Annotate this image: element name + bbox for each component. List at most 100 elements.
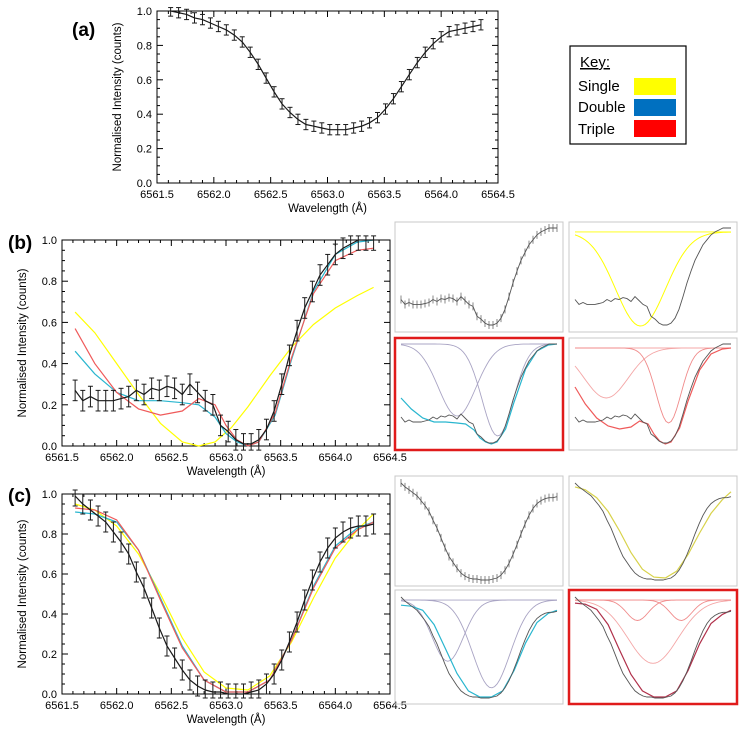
inset-frame-c-triple [567,588,739,706]
y-tick-label: 0.6 [137,75,152,87]
x-tick-label: 6564.5 [481,189,515,201]
inset-data-line [574,596,732,699]
series-line-double [74,239,374,447]
x-tick-label: 6563.5 [368,189,402,201]
y-tick-label: 0.0 [137,178,152,190]
y-tick-label: 0.2 [137,144,152,156]
inset-data-line [400,227,557,326]
x-tick-label: 6562.0 [197,189,231,201]
inset-data-line [400,482,558,581]
x-tick-label: 6563.0 [209,452,243,464]
legend-label-single: Single [578,78,620,95]
y-tick-label: 0.4 [42,609,57,621]
x-tick-label: 6562.5 [155,700,189,712]
chart-panel-a: 6561.5 6562.0 6562.5 6563.0 6563.5 6564.0 6564… [112,6,515,215]
inset-triple-component [575,599,731,621]
y-tick-label: 0.6 [42,317,57,329]
inset-frame-b-single [568,221,738,333]
inset-double-component [400,599,557,662]
inset-frame-b-double [393,336,565,452]
x-tick-label: 6563.0 [209,700,243,712]
y-tick-label: 0.2 [42,649,57,661]
y-tick-label: 0.8 [137,40,152,52]
x-tick-label: 6564.0 [319,700,353,712]
inset-frame-c-single [568,475,738,587]
series-line-triple [74,247,374,447]
x-tick-label: 6564.5 [373,700,407,712]
inset-frame-b-triple [568,337,738,451]
legend-title: Key: [580,54,610,71]
inset-triple-fit [574,347,732,445]
x-tick-label: 6561.5 [45,452,79,464]
y-tick-label: 1.0 [42,489,57,501]
x-tick-label: 6564.5 [373,452,407,464]
x-tick-label: 6563.0 [311,189,345,201]
inset-data-line [574,227,731,326]
x-tick-label: 6561.5 [140,189,174,201]
inset-data-line [574,343,731,444]
inset-triple-component [574,600,732,664]
panel-label-a: (a) [72,20,95,41]
series-line-single [74,286,374,447]
inset-triple-component [574,347,731,399]
inset-data-line [574,482,732,581]
legend-swatch-double [634,99,676,116]
y-tick-label: 0.6 [42,569,57,581]
y-tick-label: 0.8 [42,529,57,541]
inset-data-line [400,596,558,699]
plot-frame [61,239,391,447]
x-tick-label: 6562.0 [100,452,134,464]
inset-panels [393,221,739,706]
y-tick-label: 0.4 [137,109,152,121]
chart-panel-b: 6561.5 6562.0 6562.5 6563.0 6563.5 6564.0 6564… [17,235,407,478]
legend-swatch-triple [634,120,676,137]
legend-label-triple: Triple [578,121,615,138]
series-line-data [74,495,374,695]
x-tick-label: 6564.0 [319,452,353,464]
chart-panel-c: 6561.5 6562.0 6562.5 6563.0 6563.5 6564.0 6564… [17,489,407,726]
inset-double-component [401,599,558,689]
x-tick-label: 6562.0 [100,700,134,712]
series-line-data [74,239,374,445]
panel-label-b: (b) [8,233,32,254]
series-line-data [170,10,482,131]
inset-triple-component [575,599,731,621]
x-axis-label: Wavelength (Å) [187,465,266,478]
series-line-single [74,503,375,691]
inset-data-line [400,343,557,444]
panel-label-c: (c) [8,486,31,507]
x-tick-label: 6563.5 [264,700,298,712]
legend-key: Key: Single Double Triple [569,45,687,145]
inset-single-fit [574,486,732,579]
x-tick-label: 6561.5 [45,700,79,712]
x-tick-label: 6563.5 [264,452,298,464]
y-tick-label: 0.4 [42,359,57,371]
y-tick-label: 0.0 [42,689,57,701]
x-tick-label: 6562.5 [155,452,189,464]
y-axis-label: Normalised Intensity (counts) [17,519,29,668]
inset-frame-c-data [394,475,564,587]
inset-double-fit [400,343,558,445]
inset-single-fit [574,231,731,327]
y-axis-label: Normalised Intensity (counts) [17,268,29,417]
x-axis-label: Wavelength (Å) [288,202,367,215]
inset-triple-component [575,347,731,424]
series-line-triple [75,507,374,693]
y-tick-label: 0.8 [42,276,57,288]
series-line-double [75,511,374,693]
legend-swatch-single [634,78,676,95]
x-axis-label: Wavelength (Å) [187,713,266,726]
x-tick-label: 6562.5 [254,189,288,201]
y-tick-label: 1.0 [42,235,57,247]
inset-double-component [400,343,557,417]
y-tick-label: 0.0 [42,441,57,453]
inset-frame-c-double [394,589,564,705]
y-tick-label: 0.2 [42,400,57,412]
legend-label-double: Double [578,99,626,116]
inset-double-component [401,343,557,437]
x-tick-label: 6564.0 [424,189,458,201]
y-axis-label: Normalised Intensity (counts) [112,22,124,171]
y-tick-label: 1.0 [137,6,152,18]
inset-double-fit [400,604,558,698]
